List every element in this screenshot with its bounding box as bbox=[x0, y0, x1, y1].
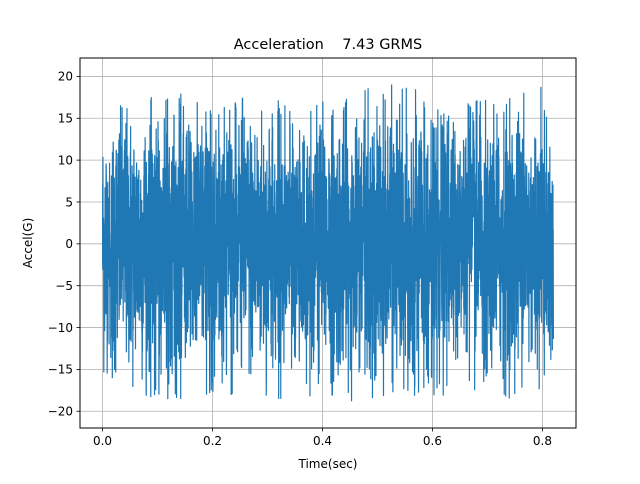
tick-layer: 0.0 0.2 0.4 0.6 0.8 −20 −15 −10 −5 0 5 10 15 20 bbox=[48, 70, 552, 448]
y-tick-label: 15 bbox=[58, 112, 73, 126]
x-tick-label: 0.4 bbox=[313, 434, 332, 448]
x-tick-label: 0.8 bbox=[533, 434, 552, 448]
series-layer bbox=[101, 84, 555, 402]
acceleration-series-line bbox=[101, 84, 555, 402]
y-axis-label: Accel(G) bbox=[21, 218, 35, 269]
y-tick-label: −10 bbox=[48, 321, 73, 335]
x-tick-label: 0.2 bbox=[203, 434, 222, 448]
y-tick-label: −15 bbox=[48, 363, 73, 377]
chart-title: Acceleration 7.43 GRMS bbox=[234, 37, 422, 53]
y-tick-label: 0 bbox=[65, 237, 73, 251]
y-tick-label: 5 bbox=[65, 195, 73, 209]
axes-frame bbox=[79, 57, 577, 429]
y-tick-label: −20 bbox=[48, 405, 73, 419]
x-axis-label: Time(sec) bbox=[298, 457, 358, 471]
y-tick-label: −5 bbox=[55, 279, 73, 293]
y-tick-label: 10 bbox=[58, 153, 73, 167]
y-tick-label: 20 bbox=[58, 70, 73, 84]
x-tick-label: 0.0 bbox=[93, 434, 112, 448]
x-tick-label: 0.6 bbox=[423, 434, 442, 448]
